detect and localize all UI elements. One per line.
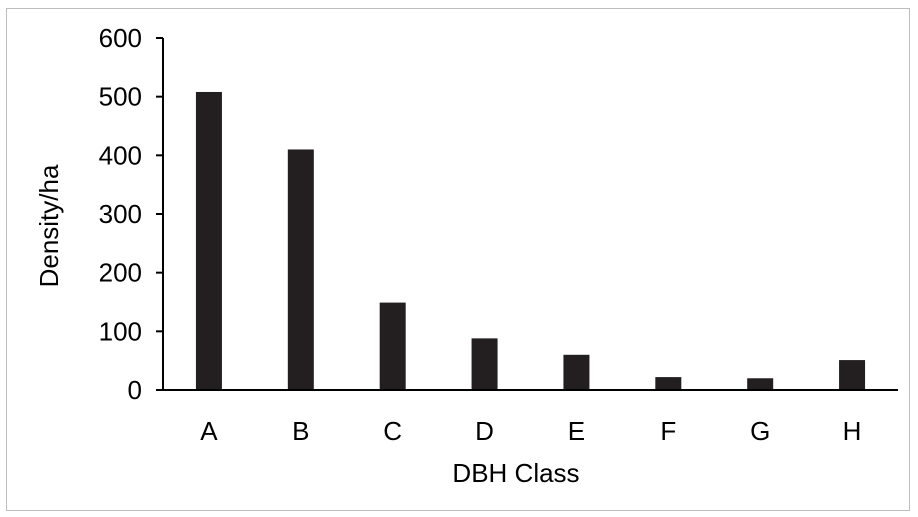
bar-A (195, 91, 222, 391)
x-tick-label-H: H (843, 416, 862, 446)
y-tick-label: 0 (128, 375, 142, 405)
x-tick-label-B: B (292, 416, 309, 446)
x-axis-title: DBH Class (452, 458, 579, 488)
x-tick-label-C: C (383, 416, 402, 446)
x-axis: A B C D E F G H (163, 389, 898, 446)
bars (195, 91, 866, 391)
y-tick-label: 100 (99, 316, 142, 346)
x-tick-label-E: E (568, 416, 585, 446)
y-tick-label: 500 (99, 82, 142, 112)
bar-H (839, 360, 866, 390)
y-axis: 0 100 200 300 400 500 600 (99, 23, 164, 405)
x-tick-label-A: A (200, 416, 218, 446)
y-tick-label: 300 (99, 199, 142, 229)
x-tick-label-G: G (750, 416, 770, 446)
chart-frame (6, 8, 910, 511)
bar-C (379, 302, 406, 390)
y-tick-label: 200 (99, 258, 142, 288)
bar-G (747, 378, 774, 390)
y-tick-label: 400 (99, 140, 142, 170)
bar-F (655, 377, 682, 390)
x-tick-label-F: F (660, 416, 676, 446)
x-tick-label-D: D (475, 416, 494, 446)
y-axis-title: Density/ha (34, 164, 64, 287)
bar-D (471, 338, 498, 390)
bar-E (563, 354, 590, 390)
y-tick-label: 600 (99, 23, 142, 53)
bar-B (287, 149, 314, 390)
